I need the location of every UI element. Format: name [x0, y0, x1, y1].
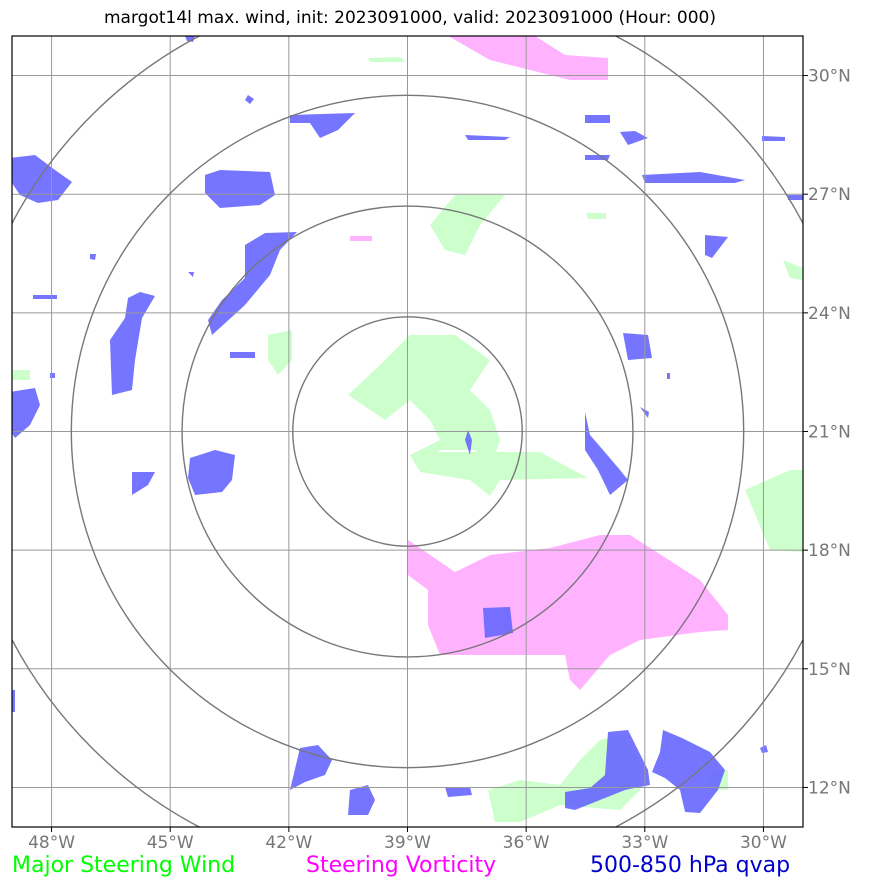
latitude-axis: 30°N 27°N 24°N 21°N 18°N 15°N 12°N [803, 67, 851, 798]
legend-qvap: 500-850 hPa qvap [590, 853, 791, 878]
chart-title: margot14l max. wind, init: 2023091000, v… [103, 8, 717, 28]
graticule [12, 36, 803, 827]
lat-tick-label: 27°N [808, 185, 851, 205]
qvap-field [12, 36, 803, 815]
legend-steering-vorticity: Steering Vorticity [306, 853, 497, 878]
legend-steering-wind: Major Steering Wind [12, 853, 236, 878]
range-ring [70, 94, 745, 769]
lon-tick-label: 30°W [740, 833, 787, 853]
lon-tick-label: 45°W [147, 833, 194, 853]
lat-tick-label: 18°N [808, 541, 851, 561]
lon-tick-label: 42°W [265, 833, 312, 853]
lat-tick-label: 21°N [808, 423, 851, 443]
lat-tick-label: 24°N [808, 304, 851, 324]
longitude-axis: 48°W 45°W 42°W 39°W 36°W 33°W 30°W [28, 827, 787, 853]
lon-tick-label: 36°W [503, 833, 550, 853]
lat-tick-label: 12°N [808, 778, 851, 798]
lat-tick-label: 30°N [808, 67, 851, 87]
range-ring [181, 205, 634, 658]
range-rings [12, 36, 803, 827]
steering-vorticity-field [350, 36, 728, 690]
lon-tick-label: 33°W [621, 833, 668, 853]
range-ring [292, 316, 523, 547]
lon-tick-label: 48°W [28, 833, 75, 853]
lon-tick-label: 39°W [384, 833, 431, 853]
lat-tick-label: 15°N [808, 660, 851, 680]
